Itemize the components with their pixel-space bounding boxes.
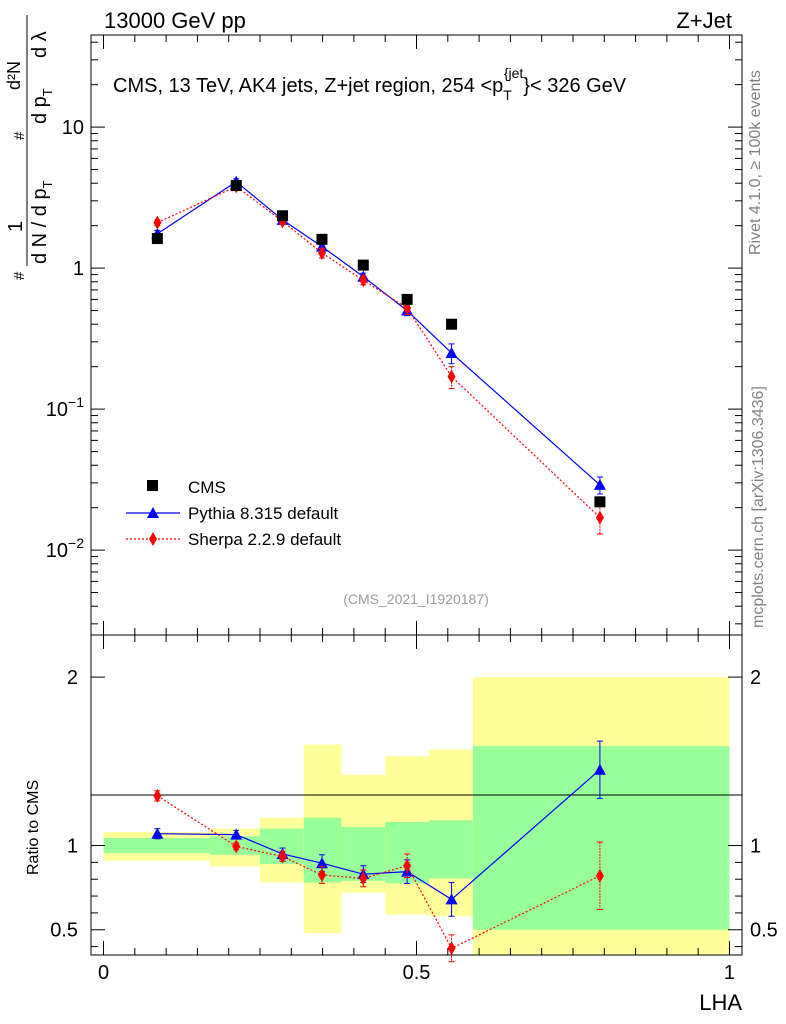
main-sherpa-point bbox=[595, 510, 604, 525]
ratio-sherpa-point bbox=[403, 858, 412, 873]
ratio-xtick-label: 0 bbox=[98, 962, 109, 984]
legend: CMS Pythia 8.315 default Sherpa 2.2.9 de… bbox=[126, 478, 341, 549]
ratio-sherpa-point bbox=[232, 839, 241, 854]
header-left: 13000 GeV pp bbox=[104, 8, 246, 33]
ratio-sherpa-point bbox=[278, 849, 287, 864]
ratio-pythia-line bbox=[157, 769, 601, 901]
y-label-hash-2: # bbox=[11, 131, 28, 140]
ratio-ytick-label-left: 1 bbox=[67, 836, 78, 858]
main-sherpa-point bbox=[153, 215, 162, 230]
ratio-ytick-label-left: 0.5 bbox=[50, 920, 78, 942]
side-label-mcplots: mcplots.cern.ch [arXiv:1306.3436] bbox=[750, 386, 767, 628]
legend-marker-sherpa bbox=[149, 532, 157, 546]
ratio-xtick-label: 1 bbox=[724, 962, 735, 984]
ratio-pythia-point bbox=[315, 857, 328, 869]
ratio-sherpa-point bbox=[447, 941, 456, 956]
main-pythia-line bbox=[157, 180, 601, 486]
ratio-stat-band bbox=[429, 820, 473, 879]
main-cms-point bbox=[357, 259, 369, 271]
ratio-pythia-point bbox=[593, 763, 606, 775]
main-ytick-label: 10−2 bbox=[46, 535, 84, 562]
main-title: CMS, 13 TeV, AK4 jets, Z+jet region, 254… bbox=[113, 65, 627, 103]
legend-label-cms: CMS bbox=[188, 478, 226, 497]
ratio-sherpa-line bbox=[157, 795, 601, 950]
main-ytick-label: 10 bbox=[62, 117, 84, 139]
y-label-dlambda: d λ bbox=[29, 31, 51, 58]
ratio-ytick-label-right: 2 bbox=[750, 667, 761, 689]
ratio-stat-band bbox=[103, 837, 210, 854]
y-label-one: 1 bbox=[5, 221, 27, 232]
ratio-xtick-label: 0.5 bbox=[403, 962, 431, 984]
y-label-denominator: d N / d pT bbox=[29, 180, 55, 264]
main-cms-point bbox=[316, 233, 328, 245]
main-cms-point bbox=[401, 293, 413, 305]
legend-marker-pythia bbox=[147, 507, 159, 518]
ratio-ytick-label-left: 2 bbox=[67, 667, 78, 689]
y-label-dpt: d pT bbox=[29, 88, 55, 124]
ratio-ytick-label-right: 0.5 bbox=[750, 920, 778, 942]
ratio-ytick-label-right: 1 bbox=[750, 836, 761, 858]
ratio-sherpa-point bbox=[595, 868, 604, 883]
main-sherpa-point bbox=[447, 369, 456, 384]
main-cms-point bbox=[446, 318, 458, 330]
ratio-plot-panel: 0.5 0.5 1 1 2 2 0 0.5 1 Ratio to CMS LHA bbox=[25, 634, 778, 1015]
main-sherpa-point bbox=[317, 245, 326, 260]
main-sherpa-line bbox=[157, 185, 601, 519]
legend-marker-cms bbox=[147, 480, 158, 491]
y-label-hash-1: # bbox=[11, 271, 28, 280]
main-ytick-label: 1 bbox=[73, 258, 84, 280]
main-cms-point bbox=[277, 210, 289, 222]
header-right: Z+Jet bbox=[676, 8, 732, 33]
x-axis-label: LHA bbox=[699, 990, 742, 1015]
ratio-sherpa-point bbox=[153, 788, 162, 803]
main-cms-point bbox=[230, 180, 242, 192]
main-cms-point bbox=[151, 233, 163, 245]
ratio-stat-band bbox=[472, 746, 730, 930]
main-y-axis-label: # 1 d N / d pT # d²N d pT d λ bbox=[4, 15, 55, 280]
main-pythia-point bbox=[445, 346, 458, 358]
ratio-pythia-point bbox=[151, 827, 164, 839]
main-plot-panel: 10 1 10−1 10−2 CMS, 13 TeV, AK4 jets, Z+jet… bbox=[4, 15, 743, 636]
main-sherpa-point bbox=[359, 273, 368, 288]
legend-label-sherpa: Sherpa 2.2.9 default bbox=[188, 530, 341, 549]
main-pythia-point bbox=[593, 478, 606, 490]
ratio-pythia-point bbox=[445, 893, 458, 905]
ratio-sherpa-point bbox=[317, 868, 326, 882]
ratio-y-axis-label: Ratio to CMS bbox=[25, 780, 42, 875]
side-label-rivet: Rivet 4.1.0, ≥ 100k events bbox=[747, 70, 764, 255]
legend-label-pythia: Pythia 8.315 default bbox=[188, 504, 339, 523]
analysis-tag: (CMS_2021_I1920187) bbox=[343, 591, 489, 607]
ratio-pythia-point bbox=[230, 828, 243, 840]
main-cms-point bbox=[594, 496, 606, 508]
y-label-d2n: d²N bbox=[4, 61, 24, 90]
ratio-sherpa-point bbox=[359, 871, 368, 886]
main-ytick-label: 10−1 bbox=[46, 394, 84, 421]
